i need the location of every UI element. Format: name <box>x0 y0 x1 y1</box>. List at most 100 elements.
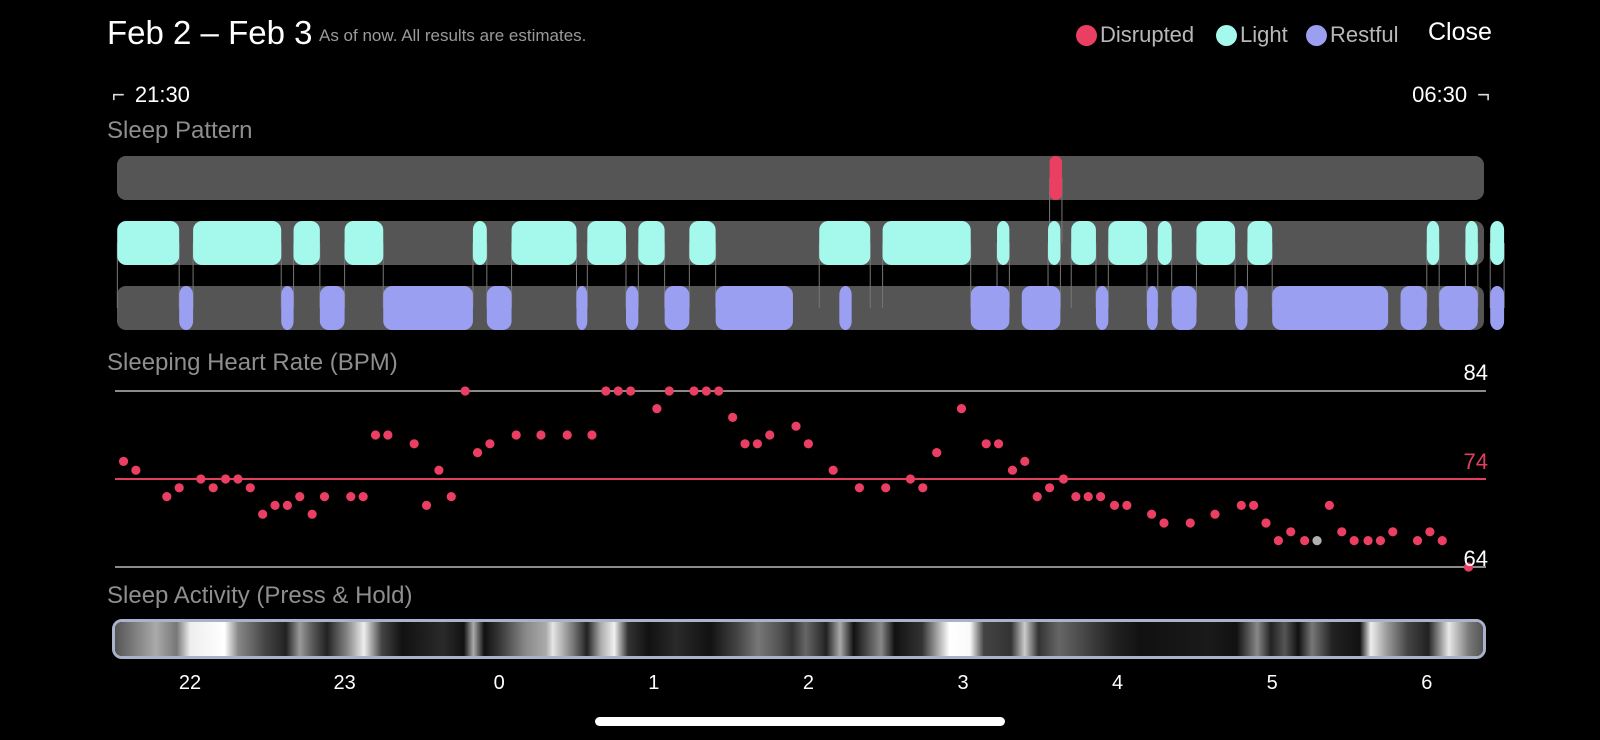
heart-rate-point <box>1071 492 1081 502</box>
heart-rate-gridlines <box>115 390 1486 568</box>
sleep-pattern-label: Sleep Pattern <box>107 117 253 144</box>
heart-rate-point <box>270 500 280 510</box>
light-segment <box>344 221 384 265</box>
heart-rate-point <box>485 439 495 449</box>
heart-rate-point <box>728 412 738 422</box>
heart-rate-point <box>752 439 762 449</box>
hour-tick-label: 23 <box>333 672 356 694</box>
hour-tick-label: 1 <box>648 672 660 694</box>
light-segment <box>1247 221 1273 265</box>
legend-disrupted-label: Disrupted <box>1100 22 1195 47</box>
heart-rate-point <box>174 483 184 493</box>
light-segment <box>1071 221 1096 265</box>
restful-segment <box>1171 286 1197 330</box>
heart-rate-point <box>370 430 381 440</box>
heart-rate-point <box>1044 483 1055 493</box>
range-start[interactable]: ⌐ 21:30 <box>112 82 190 108</box>
heart-rate-point <box>791 421 801 431</box>
light-segment <box>638 221 665 265</box>
light-segment <box>689 221 716 265</box>
restful-segment <box>1146 286 1158 330</box>
disrupted-segment <box>1049 156 1062 200</box>
restful-segment <box>715 286 793 330</box>
heart-rate-point <box>162 492 172 502</box>
hour-tick-label: 2 <box>802 672 814 694</box>
heart-rate-point <box>905 474 916 484</box>
hour-tick-label: 4 <box>1112 672 1124 694</box>
restful-dot-icon <box>1306 24 1327 46</box>
light-segment <box>117 221 180 265</box>
range-end-time: 06:30 <box>1412 82 1468 107</box>
restful-segment <box>1400 286 1427 330</box>
restful-segment <box>319 286 345 330</box>
heart-rate-point <box>258 509 268 519</box>
light-segment <box>819 221 871 265</box>
heart-rate-point <box>1007 465 1018 475</box>
heart-rate-point-selected <box>1312 536 1322 546</box>
heart-rate-point <box>1363 536 1373 546</box>
heart-rate-point <box>1412 536 1423 546</box>
light-segment <box>882 221 971 265</box>
light-segment <box>472 221 487 265</box>
heart-rate-point <box>1147 509 1157 519</box>
heart-rate-point <box>319 492 330 502</box>
light-segment <box>1048 221 1061 265</box>
heart-rate-point <box>881 483 891 493</box>
restful-segments <box>179 286 1505 330</box>
restful-segment <box>1235 286 1248 330</box>
restful-segment <box>664 286 690 330</box>
heart-rate-point <box>460 386 470 396</box>
heart-rate-point <box>118 456 129 466</box>
hour-tick-label: 6 <box>1421 672 1433 694</box>
restful-segment <box>839 286 852 330</box>
heart-rate-point <box>562 430 572 440</box>
sleep-activity-bar[interactable] <box>112 619 1486 659</box>
heart-rate-point <box>601 386 611 396</box>
light-segment <box>293 221 320 265</box>
heart-rate-point <box>245 483 255 493</box>
hour-tick-label: 5 <box>1266 672 1278 694</box>
heart-rate-point <box>701 386 711 396</box>
range-end[interactable]: 06:30 ¬ <box>1412 82 1490 108</box>
restful-segment <box>281 286 294 330</box>
heart-rate-point <box>1273 536 1283 546</box>
heart-rate-point <box>981 439 991 449</box>
heart-rate-point <box>664 386 674 396</box>
heart-rate-point <box>1109 500 1120 510</box>
heart-rate-point <box>208 483 218 493</box>
heart-rate-point <box>536 430 546 440</box>
heart-rate-point <box>828 465 838 475</box>
disrupted-dot-icon <box>1076 24 1097 46</box>
heart-rate-point <box>1463 562 1474 572</box>
close-button[interactable]: Close <box>1428 18 1492 46</box>
light-dot-icon <box>1216 24 1237 46</box>
home-indicator[interactable] <box>595 717 1005 726</box>
heart-rate-point <box>307 509 317 519</box>
heart-rate-point <box>1159 518 1169 528</box>
heart-rate-point <box>1300 536 1310 546</box>
light-segment <box>997 221 1010 265</box>
heart-rate-point <box>1249 500 1259 510</box>
light-segment <box>511 221 577 265</box>
light-segment <box>1490 221 1505 265</box>
heart-rate-point <box>358 492 368 502</box>
light-segment <box>1157 221 1172 265</box>
light-segment <box>1108 221 1147 265</box>
heart-rate-point <box>1425 527 1435 537</box>
legend-restful-label: Restful <box>1330 22 1399 47</box>
light-segment <box>587 221 626 265</box>
legend-light: Light <box>1216 20 1288 50</box>
legend-restful: Restful <box>1306 20 1398 50</box>
heart-rate-point <box>1337 527 1347 537</box>
heart-rate-point <box>446 492 456 502</box>
heart-rate-point <box>1122 500 1132 510</box>
heart-rate-point <box>1236 500 1246 510</box>
heart-rate-point <box>714 386 724 396</box>
range-start-time: 21:30 <box>134 82 190 107</box>
heart-rate-label: Sleeping Heart Rate (BPM) <box>107 349 398 376</box>
estimate-note: As of now. All results are estimates. <box>319 26 587 45</box>
light-segment <box>1426 221 1440 265</box>
restful-segment <box>1095 286 1109 330</box>
heart-rate-point <box>1095 492 1106 502</box>
